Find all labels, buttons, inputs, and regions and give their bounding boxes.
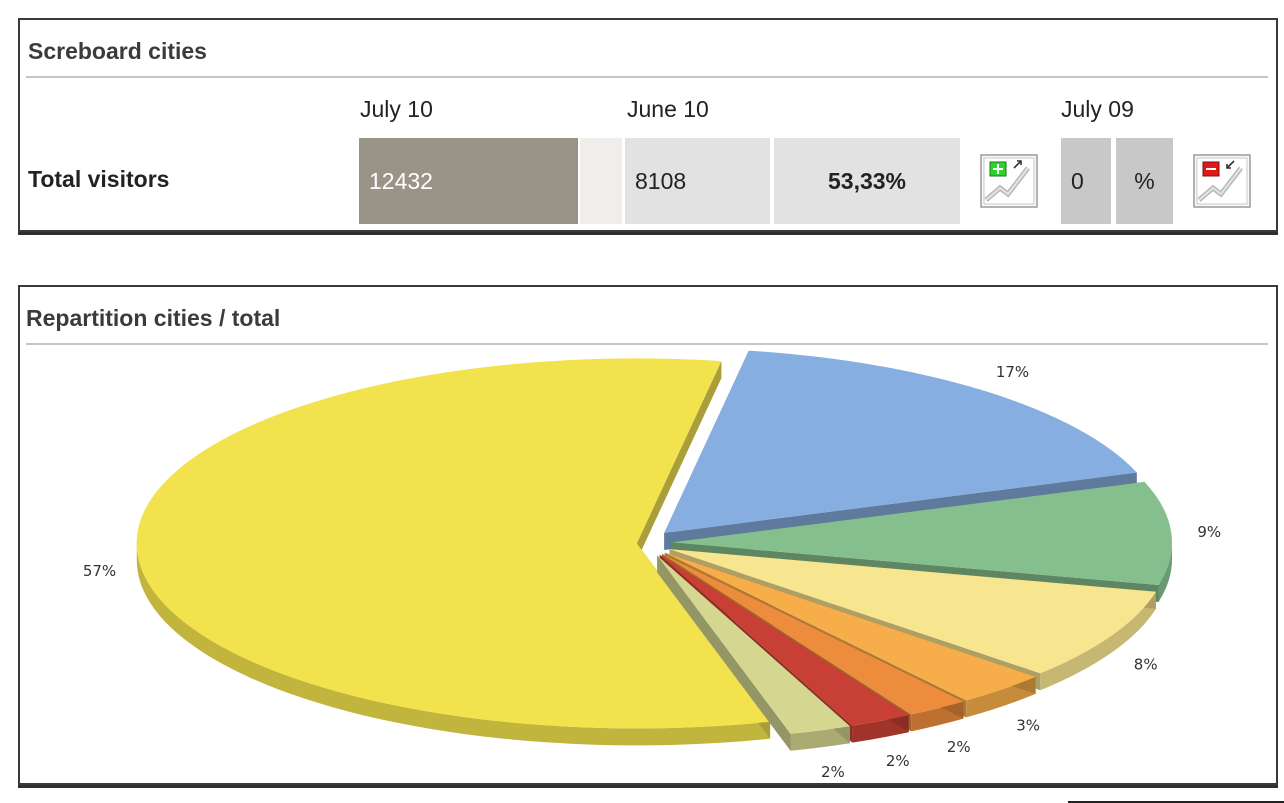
pie-slice-top [657, 555, 850, 734]
column-header-current: July 10 [360, 96, 433, 122]
pie-data-label: 2% [821, 763, 845, 781]
pie-slice-side [790, 726, 850, 751]
last-year-value: 0 [1071, 167, 1084, 194]
change-previous-value: 53,33% [827, 167, 906, 194]
pie-slice-top [662, 554, 964, 715]
scoreboard-title: Screboard cities [28, 38, 207, 64]
repartition-panel: Repartition cities / total 57% 17% 9% 8% 3% 2… [18, 285, 1278, 785]
chart-increase-icon[interactable] [980, 154, 1038, 208]
pie-data-label: 17% [996, 363, 1029, 381]
last-year-change-cell: % [1116, 138, 1173, 224]
pie-slice-top [659, 554, 909, 726]
pie-slice-wall [657, 555, 791, 751]
pie-data-label: 2% [947, 738, 971, 756]
pie-data-label: 57% [83, 562, 116, 580]
scoreboard-title-divider [26, 76, 1268, 78]
pie-data-label: 2% [886, 752, 910, 770]
chart-decrease-icon[interactable] [1193, 154, 1251, 208]
pie-chart: 57% 17% 9% 8% 3% 2% 2% 2% [83, 350, 1221, 781]
current-value: 12432 [369, 167, 433, 194]
repartition-title: Repartition cities / total [26, 305, 281, 331]
pie-slice-wall [636, 361, 722, 561]
pie-data-label: 3% [1016, 716, 1040, 734]
bottom-edge-line [1068, 801, 1284, 803]
pie-slice-top [136, 358, 771, 729]
last-year-change-value: % [1134, 167, 1155, 194]
pie-slice-top [671, 481, 1172, 585]
pie-slice-side [1040, 591, 1156, 691]
pie-slice [657, 555, 850, 751]
spacer-cell [580, 138, 622, 224]
repartition-title-divider [26, 343, 1268, 345]
pie-data-label: 8% [1134, 655, 1158, 673]
pie-slice-side [1158, 542, 1172, 602]
last-year-value-cell: 0 [1061, 138, 1111, 224]
pie-slice [136, 358, 771, 746]
previous-value: 8108 [635, 167, 687, 194]
current-value-cell: 12432 [359, 138, 578, 224]
column-header-previous: June 10 [627, 96, 709, 122]
pie-data-label: 9% [1197, 523, 1221, 541]
row-label-total-visitors: Total visitors [28, 166, 170, 192]
pie-slice-top [664, 350, 1137, 533]
pie-slice-top [669, 549, 1156, 674]
pie-slice [664, 350, 1137, 550]
change-previous-cell: 53,33% [774, 138, 960, 224]
pie-slice-side [136, 543, 771, 746]
scoreboard-panel: Screboard cities July 10 June 10 July 09… [18, 18, 1278, 232]
pie-slice-top [664, 552, 1036, 701]
previous-value-cell: 8108 [625, 138, 770, 224]
column-header-last-year: July 09 [1061, 96, 1134, 122]
